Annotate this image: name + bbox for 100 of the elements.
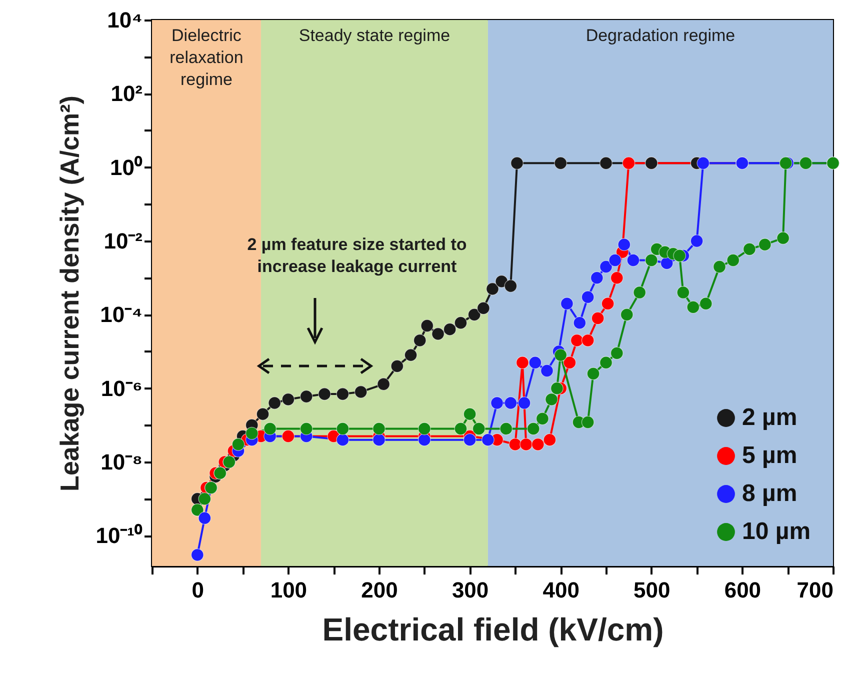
point [468, 308, 481, 322]
point [690, 234, 704, 248]
point [581, 334, 594, 347]
point [528, 356, 542, 369]
point [531, 438, 544, 451]
point [508, 438, 522, 451]
point [232, 438, 245, 451]
point [550, 382, 564, 395]
band-label: Steady state regime [298, 26, 450, 45]
x-tick-label: 400 [542, 578, 580, 602]
y-tick-label: 10² [110, 81, 142, 106]
point [300, 422, 313, 436]
x-tick-label: 0 [192, 578, 204, 602]
point [581, 290, 594, 304]
point [776, 232, 790, 244]
point [526, 422, 540, 436]
y-tick-label: 10⁰ [110, 154, 142, 180]
point [726, 254, 740, 267]
point [516, 356, 529, 369]
point [570, 334, 584, 347]
y-tick-label: 10⁻² [104, 228, 142, 254]
point [490, 396, 504, 410]
point [354, 385, 368, 398]
point [600, 156, 612, 170]
point [336, 422, 350, 436]
y-tick-label: 10⁻⁶ [100, 376, 142, 401]
point [418, 433, 431, 446]
point [554, 348, 568, 362]
y-tick-label: 10⁻⁸ [100, 449, 142, 474]
point [799, 156, 812, 170]
band-label: Dielectric relaxation regime [170, 26, 244, 89]
point [472, 422, 486, 436]
point [282, 430, 295, 443]
point [626, 254, 640, 267]
point [377, 378, 390, 391]
point [563, 356, 576, 369]
x-tick-label: 700 [796, 578, 834, 602]
point [610, 346, 624, 360]
annotation: 2 µm feature size started to increase leakage current [247, 235, 467, 276]
point [560, 297, 574, 310]
point [540, 364, 554, 378]
point [372, 422, 386, 436]
point [413, 334, 426, 347]
point [476, 302, 490, 315]
point [404, 348, 418, 362]
point [673, 249, 686, 262]
point [256, 408, 270, 420]
point [622, 156, 636, 170]
point [300, 390, 313, 403]
x-tick-label: 100 [270, 578, 308, 602]
point [454, 316, 468, 330]
y-axis-title: Leakage current density (A/cm²) [54, 96, 85, 492]
point [282, 393, 295, 406]
point [696, 156, 710, 170]
point [486, 282, 499, 296]
legend-label: 2 µm [742, 404, 798, 431]
point [318, 388, 331, 400]
point [454, 422, 468, 436]
point [520, 438, 533, 451]
point [390, 360, 404, 373]
point [620, 308, 634, 322]
x-tick-label: 500 [634, 578, 670, 602]
point [699, 297, 712, 310]
point [686, 300, 700, 314]
point [443, 322, 456, 336]
point [586, 367, 600, 380]
point [743, 242, 756, 256]
point [500, 422, 513, 436]
x-tick-label: 600 [724, 578, 762, 602]
point [482, 433, 494, 446]
point [463, 408, 476, 420]
band-label: Degradation regime [586, 26, 736, 45]
point [608, 254, 622, 267]
point [245, 426, 258, 440]
point [573, 316, 586, 330]
y-tick-label: 10⁻⁴ [100, 302, 142, 328]
point [600, 356, 612, 369]
point [190, 548, 204, 562]
point [420, 319, 434, 332]
point [543, 433, 556, 446]
x-tick-label: 300 [452, 578, 489, 602]
point [336, 388, 350, 400]
point [713, 260, 726, 274]
point [432, 328, 444, 340]
point [610, 271, 624, 284]
point [264, 422, 276, 436]
point [601, 297, 614, 310]
point [418, 422, 431, 436]
point [633, 286, 646, 299]
point [554, 156, 568, 170]
point [581, 416, 594, 429]
point [463, 433, 476, 446]
y-tick-label: 10⁻¹⁰ [96, 523, 142, 548]
point [536, 412, 549, 426]
y-tick-label: 10⁴ [107, 8, 142, 32]
point [504, 396, 518, 410]
point [198, 492, 212, 506]
point [545, 393, 558, 406]
point [268, 396, 282, 410]
point [618, 238, 631, 251]
